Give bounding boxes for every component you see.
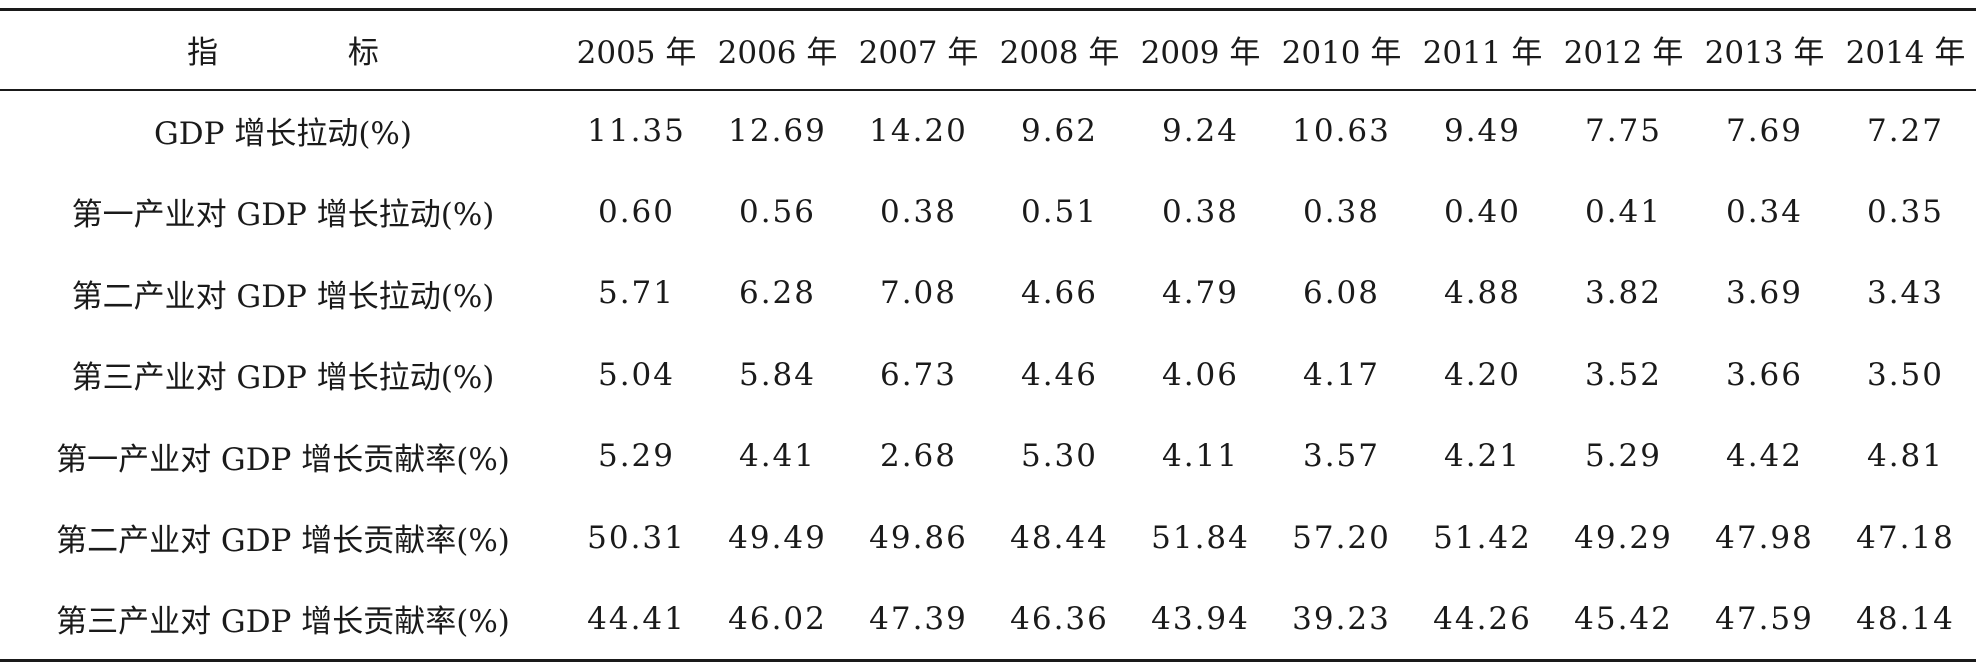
table-cell: 46.36	[989, 578, 1130, 662]
table-cell: 47.18	[1856, 519, 1955, 556]
table-cell: 6.73	[879, 356, 958, 393]
table-cell: 4.20	[1443, 356, 1522, 393]
table-cell: 9.24	[1161, 112, 1240, 149]
table-cell: 3.66	[1725, 356, 1804, 393]
table-cell: 4.11	[1161, 438, 1240, 475]
year-column-header: 2011 年	[1412, 8, 1553, 91]
table-row: 第三产业对 GDP 增长拉动(%) 5.04 5.84 6.73 4.46 4.…	[0, 334, 1976, 416]
table-cell: 2.68	[879, 438, 958, 475]
table-cell: 5.30	[1020, 438, 1099, 475]
table-cell: 4.79	[1161, 275, 1240, 312]
table-cell: 57.20	[1292, 519, 1391, 556]
table-cell: 43.94	[1130, 578, 1271, 662]
table-cell: 0.34	[1725, 193, 1804, 230]
table-cell: 6.28	[738, 275, 817, 312]
table-cell: 7.08	[879, 275, 958, 312]
table-cell: 10.63	[1292, 112, 1391, 149]
row-label: GDP 增长拉动(%)	[154, 116, 412, 153]
table-cell: 9.62	[1020, 112, 1099, 149]
table-cell: 44.26	[1412, 578, 1553, 662]
table-cell: 49.49	[728, 519, 827, 556]
row-label: 第三产业对 GDP 增长拉动(%)	[71, 360, 495, 397]
table-cell: 0.35	[1866, 193, 1945, 230]
table-cell: 5.29	[1584, 438, 1663, 475]
table-cell: 0.41	[1584, 193, 1663, 230]
table-cell: 46.02	[707, 578, 848, 662]
table-cell: 3.52	[1584, 356, 1663, 393]
year-column-header: 2014 年	[1835, 8, 1976, 91]
table-cell: 3.82	[1584, 275, 1663, 312]
table-row: 第二产业对 GDP 增长拉动(%) 5.71 6.28 7.08 4.66 4.…	[0, 253, 1976, 335]
table-row: 第三产业对 GDP 增长贡献率(%) 44.41 46.02 47.39 46.…	[0, 578, 1976, 662]
table-cell: 48.14	[1835, 578, 1976, 662]
table-cell: 48.44	[1010, 519, 1109, 556]
year-column-header: 2007 年	[848, 8, 989, 91]
table-cell: 49.29	[1574, 519, 1673, 556]
table-row: 第一产业对 GDP 增长拉动(%) 0.60 0.56 0.38 0.51 0.…	[0, 171, 1976, 253]
year-column-header: 2012 年	[1553, 8, 1694, 91]
table-row: GDP 增长拉动(%) 11.35 12.69 14.20 9.62 9.24 …	[0, 90, 1976, 172]
table-cell: 4.42	[1725, 438, 1804, 475]
year-column-header: 2008 年	[989, 8, 1130, 91]
table-cell: 49.86	[869, 519, 968, 556]
table-cell: 4.06	[1161, 356, 1240, 393]
table-cell: 9.49	[1443, 112, 1522, 149]
year-column-header: 2006 年	[707, 8, 848, 91]
year-column-header: 2013 年	[1694, 8, 1835, 91]
table-cell: 39.23	[1271, 578, 1412, 662]
table-cell: 4.21	[1443, 438, 1522, 475]
table-cell: 5.04	[597, 356, 676, 393]
header-row: 指 标 2005 年 2006 年 2007 年 2008 年 2009 年 2…	[0, 8, 1976, 91]
table-cell: 6.08	[1302, 275, 1381, 312]
table-cell: 4.88	[1443, 275, 1522, 312]
row-label: 第一产业对 GDP 增长拉动(%)	[71, 197, 495, 234]
table-cell: 4.46	[1020, 356, 1099, 393]
table-cell: 11.35	[587, 112, 686, 149]
year-column-header: 2005 年	[566, 8, 707, 91]
table-cell: 4.66	[1020, 275, 1099, 312]
table-cell: 47.59	[1694, 578, 1835, 662]
table-cell: 3.57	[1302, 438, 1381, 475]
year-column-header: 2009 年	[1130, 8, 1271, 91]
table-cell: 3.69	[1725, 275, 1804, 312]
year-column-header: 2010 年	[1271, 8, 1412, 91]
row-label: 第二产业对 GDP 增长拉动(%)	[71, 278, 495, 315]
indicator-column-header: 指 标	[0, 8, 566, 91]
table-cell: 0.38	[1161, 193, 1240, 230]
table-cell: 0.51	[1020, 193, 1099, 230]
table-cell: 12.69	[728, 112, 827, 149]
table-cell: 45.42	[1553, 578, 1694, 662]
table-cell: 0.40	[1443, 193, 1522, 230]
row-label: 第三产业对 GDP 增长贡献率(%)	[0, 578, 566, 662]
table-cell: 0.38	[1302, 193, 1381, 230]
table-cell: 4.41	[738, 438, 817, 475]
table-cell: 5.29	[597, 438, 676, 475]
table-cell: 51.84	[1151, 519, 1250, 556]
table-cell: 14.20	[869, 112, 968, 149]
table-cell: 3.50	[1866, 356, 1945, 393]
table-cell: 47.39	[848, 578, 989, 662]
table-cell: 4.17	[1302, 356, 1381, 393]
table-cell: 51.42	[1433, 519, 1532, 556]
gdp-contribution-table: 指 标 2005 年 2006 年 2007 年 2008 年 2009 年 2…	[0, 8, 1976, 662]
table-cell: 44.41	[566, 578, 707, 662]
table-cell: 0.56	[738, 193, 817, 230]
table-cell: 0.38	[879, 193, 958, 230]
row-label: 第一产业对 GDP 增长贡献率(%)	[56, 441, 510, 478]
table-row: 第一产业对 GDP 增长贡献率(%) 5.29 4.41 2.68 5.30 4…	[0, 416, 1976, 498]
table-cell: 5.84	[738, 356, 817, 393]
table-cell: 0.60	[597, 193, 676, 230]
row-label: 第二产业对 GDP 增长贡献率(%)	[56, 523, 510, 560]
table-cell: 7.27	[1866, 112, 1945, 149]
table-row: 第二产业对 GDP 增长贡献率(%) 50.31 49.49 49.86 48.…	[0, 497, 1976, 579]
table-cell: 47.98	[1715, 519, 1814, 556]
table-cell: 4.81	[1866, 438, 1945, 475]
table-cell: 7.75	[1584, 112, 1663, 149]
table-cell: 50.31	[587, 519, 686, 556]
table-cell: 7.69	[1725, 112, 1804, 149]
table-cell: 3.43	[1866, 275, 1945, 312]
table-cell: 5.71	[597, 275, 676, 312]
